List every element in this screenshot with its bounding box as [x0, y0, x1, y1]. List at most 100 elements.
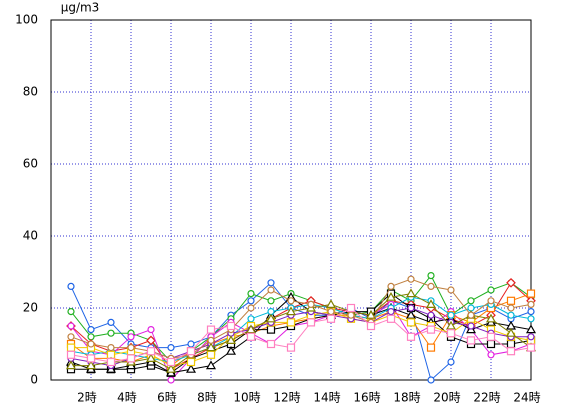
- point: [406, 332, 416, 341]
- point: [67, 282, 75, 290]
- point: [427, 282, 435, 290]
- point: [147, 326, 155, 334]
- x-tick-label: 6時: [157, 391, 177, 405]
- point: [445, 320, 457, 330]
- point: [486, 339, 496, 349]
- point: [167, 376, 175, 384]
- point: [427, 311, 435, 319]
- point: [467, 297, 475, 305]
- point: [167, 344, 175, 352]
- y-tick-label: 60: [23, 157, 38, 171]
- point: [145, 353, 157, 362]
- point: [447, 311, 455, 319]
- point: [387, 282, 395, 290]
- point: [85, 360, 97, 370]
- x-tick-label: 20時: [433, 391, 460, 405]
- point: [526, 343, 536, 352]
- point: [67, 308, 75, 316]
- series-line: [71, 293, 532, 370]
- point: [427, 376, 435, 384]
- point: [266, 325, 276, 334]
- point: [506, 277, 516, 288]
- point: [187, 340, 195, 348]
- point: [65, 360, 77, 370]
- point: [286, 318, 296, 327]
- x-tick-label: 2時: [77, 391, 97, 405]
- point: [206, 350, 216, 359]
- point: [507, 311, 515, 319]
- point: [466, 336, 476, 345]
- point: [426, 343, 436, 352]
- point: [165, 363, 177, 373]
- point: [226, 321, 236, 331]
- point: [267, 279, 275, 287]
- point: [446, 329, 456, 338]
- plot-frame: [50, 19, 532, 381]
- point: [327, 308, 335, 316]
- point: [205, 342, 217, 352]
- point: [365, 309, 377, 319]
- y-tick-label: 40: [23, 229, 38, 243]
- point: [66, 350, 76, 359]
- point: [325, 299, 337, 308]
- point: [246, 332, 256, 341]
- point: [87, 326, 95, 334]
- point: [247, 297, 255, 305]
- point: [525, 324, 537, 334]
- point: [307, 300, 315, 308]
- point: [366, 321, 376, 331]
- point: [126, 354, 136, 363]
- point: [146, 335, 156, 346]
- point: [487, 286, 495, 294]
- y-tick-label: 0: [30, 373, 38, 387]
- point: [127, 333, 135, 341]
- point: [186, 357, 196, 367]
- point: [265, 313, 277, 323]
- point: [405, 288, 417, 298]
- point: [527, 333, 535, 341]
- y-axis-unit: μg/m3: [61, 1, 100, 15]
- point: [527, 300, 535, 308]
- point: [426, 325, 436, 334]
- point: [67, 322, 75, 330]
- x-tick-label: 16時: [353, 391, 380, 405]
- point: [407, 275, 415, 283]
- point: [485, 313, 497, 323]
- point: [527, 308, 535, 316]
- y-tick-label: 80: [23, 85, 38, 99]
- point: [205, 360, 217, 370]
- point: [66, 343, 76, 352]
- point: [207, 336, 215, 344]
- point: [287, 297, 295, 305]
- point: [326, 314, 336, 323]
- point: [186, 347, 196, 356]
- point: [267, 286, 275, 294]
- x-tick-label: 22時: [473, 391, 500, 405]
- point: [467, 322, 475, 330]
- point: [487, 351, 495, 359]
- y-tick-label: 20: [23, 301, 38, 315]
- point: [225, 335, 237, 344]
- y-tick-label: 100: [15, 13, 38, 27]
- point: [467, 311, 475, 319]
- point: [146, 347, 156, 356]
- point: [247, 290, 255, 298]
- point: [506, 339, 516, 349]
- point: [447, 286, 455, 294]
- point: [107, 329, 115, 337]
- point: [87, 340, 95, 348]
- point: [427, 272, 435, 280]
- x-tick-label: 24時: [513, 391, 540, 405]
- x-tick-label: 8時: [197, 391, 217, 405]
- point: [506, 296, 516, 305]
- point: [526, 289, 536, 298]
- point: [127, 344, 135, 352]
- point: [406, 318, 416, 327]
- point: [166, 357, 176, 367]
- point: [306, 318, 316, 327]
- point: [206, 325, 216, 334]
- point: [286, 343, 296, 352]
- point: [486, 332, 496, 341]
- point: [407, 304, 415, 312]
